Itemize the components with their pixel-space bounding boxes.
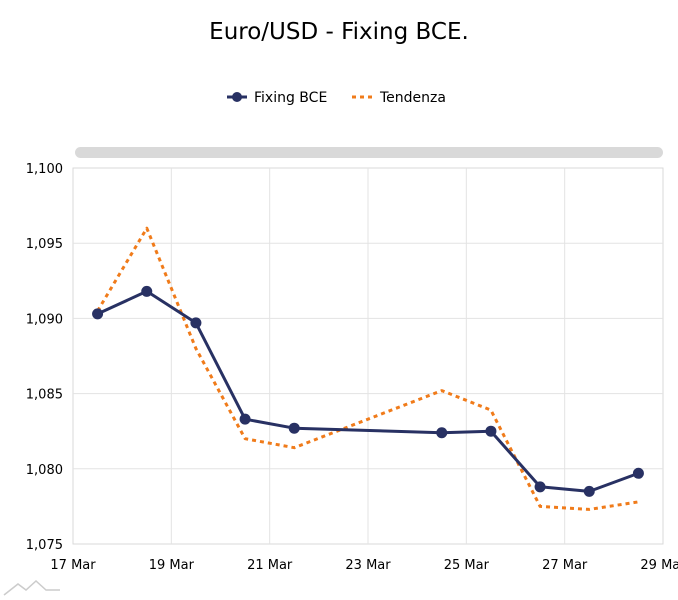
y-tick-label: 1,080 — [26, 463, 63, 478]
plot-area — [72, 167, 664, 545]
legend-label: Tendenza — [379, 90, 446, 106]
data-point[interactable] — [239, 413, 251, 425]
series-line-tendenza — [96, 226, 639, 511]
data-point[interactable] — [92, 308, 104, 320]
series-line-fixing-bce — [96, 289, 639, 493]
series-layer — [92, 226, 644, 511]
y-axis-tick-labels: 1,075 1,080 1,085 1,090 1,095 1,100 — [26, 162, 63, 553]
x-tick-label: 25 Mar — [444, 558, 490, 573]
horizontal-scrollbar[interactable] — [75, 147, 663, 158]
legend-label: Fixing BCE — [254, 90, 327, 106]
data-point[interactable] — [288, 422, 300, 434]
data-point[interactable] — [583, 485, 595, 497]
mountain-logo-icon — [3, 579, 60, 596]
vertical-gridlines — [170, 168, 566, 544]
y-tick-label: 1,085 — [26, 388, 63, 403]
y-tick-label: 1,100 — [26, 162, 63, 177]
x-tick-label: 21 Mar — [247, 558, 293, 573]
chart-title: Euro/USD - Fixing BCE. — [209, 19, 469, 45]
y-tick-label: 1,075 — [26, 538, 63, 553]
data-point[interactable] — [534, 481, 546, 493]
mountain-logo-shape — [3, 579, 60, 596]
x-tick-label: 17 Mar — [50, 558, 96, 573]
y-tick-label: 1,090 — [26, 312, 63, 327]
data-point[interactable] — [436, 427, 448, 439]
legend: Fixing BCE Tendenza — [227, 90, 446, 106]
y-tick-label: 1,095 — [26, 237, 63, 252]
data-point[interactable] — [632, 467, 644, 479]
data-point[interactable] — [141, 285, 153, 297]
legend-item-tendenza[interactable]: Tendenza — [352, 90, 446, 106]
data-point[interactable] — [190, 317, 202, 329]
x-tick-label: 19 Mar — [149, 558, 195, 573]
x-tick-label: 23 Mar — [345, 558, 391, 573]
legend-item-fixing-bce[interactable]: Fixing BCE — [227, 90, 327, 106]
legend-marker — [232, 92, 242, 102]
x-tick-label: 27 Mar — [542, 558, 588, 573]
horizontal-gridlines — [73, 242, 663, 470]
data-point[interactable] — [485, 425, 497, 437]
x-axis-tick-labels: 17 Mar 19 Mar 21 Mar 23 Mar 25 Mar 27 Mar 29 M… — [50, 558, 678, 573]
x-tick-label: 29 Mar — [640, 558, 678, 573]
